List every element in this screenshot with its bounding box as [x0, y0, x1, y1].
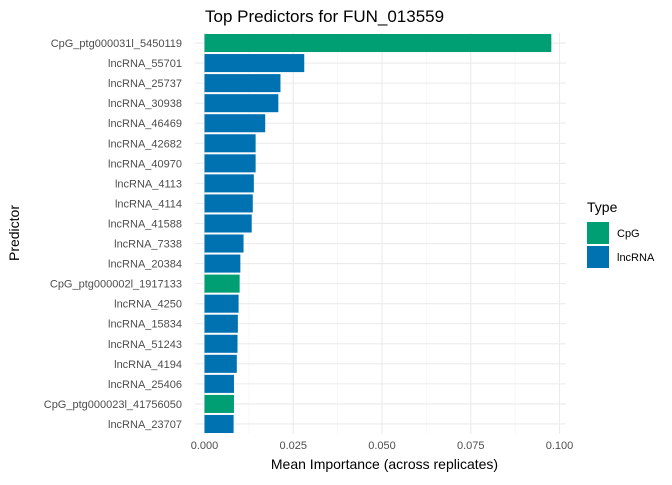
x-tick-label: 0.050	[368, 440, 396, 452]
bar-lncrna_25737	[204, 74, 281, 93]
bar-lncrna_20384	[204, 254, 241, 273]
bars	[204, 34, 552, 433]
y-tick-label: lncRNA_55701	[108, 58, 182, 70]
y-tick-label: lncRNA_46469	[108, 118, 182, 130]
y-tick-label: CpG_ptg000031l_5450119	[51, 38, 182, 50]
bar-lncrna_4250	[204, 294, 239, 313]
bar-cpg_ptg000002l_1917133	[204, 274, 240, 293]
x-tick-label: 0.075	[457, 440, 485, 452]
bar-lncrna_46469	[204, 114, 266, 133]
y-tick-label: lncRNA_25406	[108, 379, 182, 391]
bar-cpg_ptg000031l_5450119	[204, 34, 552, 53]
y-tick-label: lncRNA_4113	[115, 178, 182, 190]
legend: Type CpG lncRNA	[587, 199, 655, 268]
grid	[195, 33, 566, 434]
y-tick-label: lncRNA_4250	[114, 299, 182, 311]
bar-lncrna_55701	[204, 54, 305, 73]
x-tick-labels: 0.000 0.025 0.050 0.075 0.100	[191, 440, 574, 452]
y-tick-labels: CpG_ptg000031l_5450119 lncRNA_55701 lncRNA…	[44, 38, 182, 431]
y-tick-label: CpG_ptg000023l_41756050	[44, 399, 182, 411]
chart-title: Top Predictors for FUN_013559	[205, 7, 444, 26]
y-tick-label: lncRNA_42682	[108, 138, 182, 150]
legend-title: Type	[587, 199, 618, 215]
y-tick-label: lncRNA_7338	[114, 239, 182, 251]
y-tick-label: lncRNA_30938	[108, 98, 182, 110]
legend-label-cpg: CpG	[617, 228, 640, 240]
bar-lncrna_30938	[204, 94, 279, 113]
bar-lncrna_4114	[204, 194, 253, 213]
y-axis-title: Predictor	[6, 205, 22, 261]
legend-swatch-cpg	[587, 222, 609, 244]
y-tick-label: lncRNA_40970	[108, 158, 182, 170]
y-tick-label: lncRNA_20384	[108, 259, 182, 271]
bar-lncrna_42682	[204, 134, 256, 153]
bar-lncrna_4194	[204, 354, 237, 373]
x-axis-title: Mean Importance (across replicates)	[271, 456, 498, 472]
y-tick-label: lncRNA_4114	[115, 198, 182, 210]
bar-lncrna_4113	[204, 174, 254, 193]
bar-lncrna_51243	[204, 334, 238, 353]
bar-cpg_ptg000023l_41756050	[204, 394, 234, 413]
legend-label-lncrna: lncRNA	[617, 252, 655, 264]
bar-lncrna_15834	[204, 314, 238, 333]
y-tick-label: lncRNA_41588	[108, 218, 182, 230]
bar-lncrna_23707	[204, 414, 234, 433]
y-tick-label: CpG_ptg000002l_1917133	[50, 279, 182, 291]
y-tick-label: lncRNA_15834	[108, 319, 182, 331]
bar-lncrna_7338	[204, 234, 244, 253]
x-tick-label: 0.100	[546, 440, 574, 452]
bar-lncrna_41588	[204, 214, 252, 233]
x-tick-label: 0.025	[279, 440, 307, 452]
bar-lncrna_40970	[204, 154, 256, 173]
y-tick-label: lncRNA_23707	[108, 419, 182, 431]
y-tick-label: lncRNA_25737	[108, 78, 182, 90]
y-tick-label: lncRNA_51243	[108, 339, 182, 351]
bar-lncrna_25406	[204, 374, 234, 393]
legend-swatch-lncrna	[587, 246, 609, 268]
x-tick-label: 0.000	[191, 440, 219, 452]
y-tick-label: lncRNA_4194	[114, 359, 182, 371]
